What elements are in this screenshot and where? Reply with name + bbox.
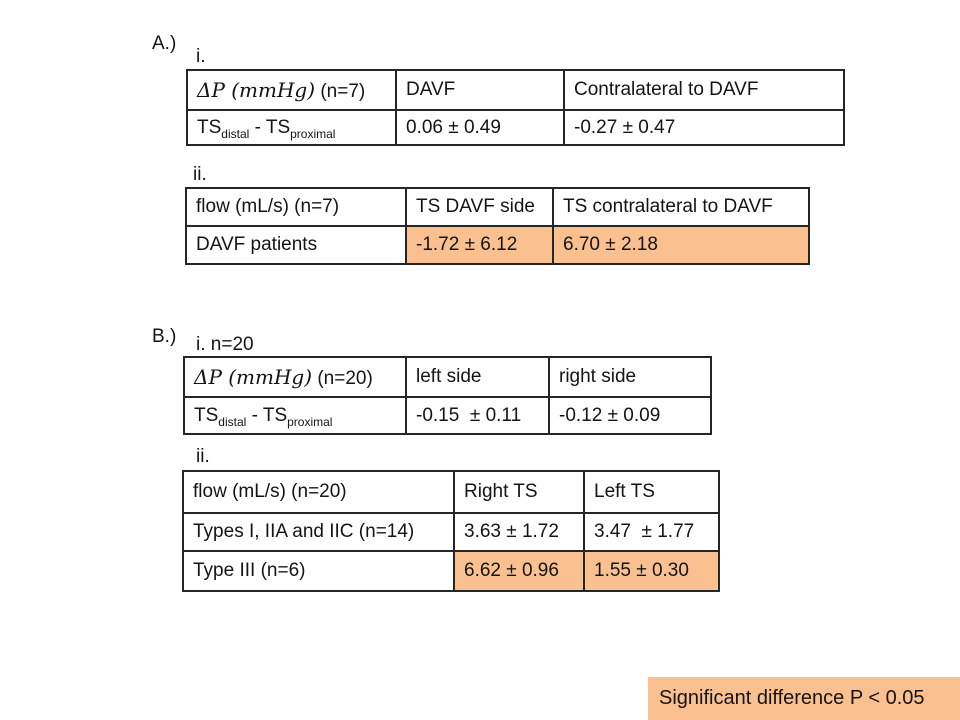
panel-b-sub-i-label: i. n=20 xyxy=(196,334,254,355)
table-b-ii-row2-value-left-ts: 1.55 ± 0.30 xyxy=(583,550,720,592)
panel-b-sub-ii-label: ii. xyxy=(196,446,210,467)
table-b-i-row-label: TSdistal - TSproximal xyxy=(183,396,407,435)
table-a-i-row-label: TSdistal - TSproximal xyxy=(186,109,397,146)
dash-text: - xyxy=(246,404,263,426)
table-b-ii-data-row-types-i-iia-iic: Types I, IIA and IIC (n=14) 3.63 ± 1.72 … xyxy=(182,512,720,552)
panel-a-sub-i-label: i. xyxy=(196,46,206,67)
table-b-i-value-right: -0.12 ± 0.09 xyxy=(548,396,712,435)
table-b-ii-data-row-type-iii: Type III (n=6) 6.62 ± 0.96 1.55 ± 0.30 xyxy=(182,550,720,592)
table-b-ii-header-flow: flow (mL/s) (n=20) xyxy=(182,470,455,514)
delta-p-math-text: ΔP (mmHg) xyxy=(194,364,313,389)
table-b-i-pressure: ΔP (mmHg) (n=20) left side right side TS… xyxy=(183,356,712,435)
table-b-i-header-row: ΔP (mmHg) (n=20) left side right side xyxy=(183,356,712,398)
n-count-text: (n=7) xyxy=(320,80,366,102)
table-b-ii-row1-value-left-ts: 3.47 ± 1.77 xyxy=(583,512,720,552)
table-b-ii-row1-value-right-ts: 3.63 ± 1.72 xyxy=(453,512,585,552)
panel-a-sub-ii-label: ii. xyxy=(193,164,207,185)
significance-legend-text: Significant difference P < 0.05 xyxy=(659,687,925,709)
table-b-ii-row1-label: Types I, IIA and IIC (n=14) xyxy=(182,512,455,552)
table-a-i-header-row: ΔP (mmHg) (n=7) DAVF Contralateral to DA… xyxy=(186,69,845,111)
panel-b-label: B.) xyxy=(152,326,177,347)
table-a-i-pressure: ΔP (mmHg) (n=7) DAVF Contralateral to DA… xyxy=(186,69,845,146)
table-b-ii-header-right-ts: Right TS xyxy=(453,470,585,514)
table-b-ii-row2-label: Type III (n=6) xyxy=(182,550,455,592)
table-b-i-header-right-side: right side xyxy=(548,356,712,398)
table-a-ii-data-row: DAVF patients -1.72 ± 6.12 6.70 ± 2.18 xyxy=(185,225,810,265)
ts-text: TS xyxy=(262,404,288,426)
table-a-ii-header-ts-contralateral: TS contralateral to DAVF xyxy=(552,187,810,227)
table-a-i-data-row: TSdistal - TSproximal 0.06 ± 0.49 -0.27 … xyxy=(186,109,845,146)
table-a-i-header-param: ΔP (mmHg) (n=7) xyxy=(186,69,397,111)
ts-proximal-subscript: proximal xyxy=(290,126,336,141)
table-b-ii-row2-value-right-ts: 6.62 ± 0.96 xyxy=(453,550,585,592)
table-a-ii-row-label: DAVF patients xyxy=(185,225,407,265)
table-a-ii-header-flow: flow (mL/s) (n=7) xyxy=(185,187,407,227)
table-b-ii-flow: flow (mL/s) (n=20) Right TS Left TS Type… xyxy=(182,470,720,592)
table-a-ii-header-ts-davf-side: TS DAVF side xyxy=(405,187,554,227)
ts-distal-subscript: distal xyxy=(218,414,247,429)
table-b-i-value-left: -0.15 ± 0.11 xyxy=(405,396,550,435)
table-a-i-header-contralateral: Contralateral to DAVF xyxy=(563,69,845,111)
table-a-i-value-davf: 0.06 ± 0.49 xyxy=(395,109,565,146)
table-a-ii-flow: flow (mL/s) (n=7) TS DAVF side TS contra… xyxy=(185,187,810,265)
significance-legend: Significant difference P < 0.05 xyxy=(648,677,960,720)
ts-text: TS xyxy=(194,404,219,426)
table-b-i-header-param: ΔP (mmHg) (n=20) xyxy=(183,356,407,398)
table-a-i-value-contralateral: -0.27 ± 0.47 xyxy=(563,109,845,146)
delta-p-math-text: ΔP (mmHg) xyxy=(197,77,316,102)
n-count-text: (n=20) xyxy=(317,367,373,389)
ts-text: TS xyxy=(265,116,291,138)
panel-a-label: A.) xyxy=(152,33,177,54)
ts-distal-subscript: distal xyxy=(221,126,250,141)
table-a-ii-value-davf-side: -1.72 ± 6.12 xyxy=(405,225,554,265)
table-b-i-header-left-side: left side xyxy=(405,356,550,398)
table-a-ii-value-contralateral: 6.70 ± 2.18 xyxy=(552,225,810,265)
table-a-ii-header-row: flow (mL/s) (n=7) TS DAVF side TS contra… xyxy=(185,187,810,227)
ts-text: TS xyxy=(197,116,222,138)
ts-proximal-subscript: proximal xyxy=(287,414,333,429)
dash-text: - xyxy=(249,116,266,138)
table-b-ii-header-left-ts: Left TS xyxy=(583,470,720,514)
table-a-i-header-davf: DAVF xyxy=(395,69,565,111)
table-b-ii-header-row: flow (mL/s) (n=20) Right TS Left TS xyxy=(182,470,720,514)
table-b-i-data-row: TSdistal - TSproximal -0.15 ± 0.11 -0.12… xyxy=(183,396,712,435)
